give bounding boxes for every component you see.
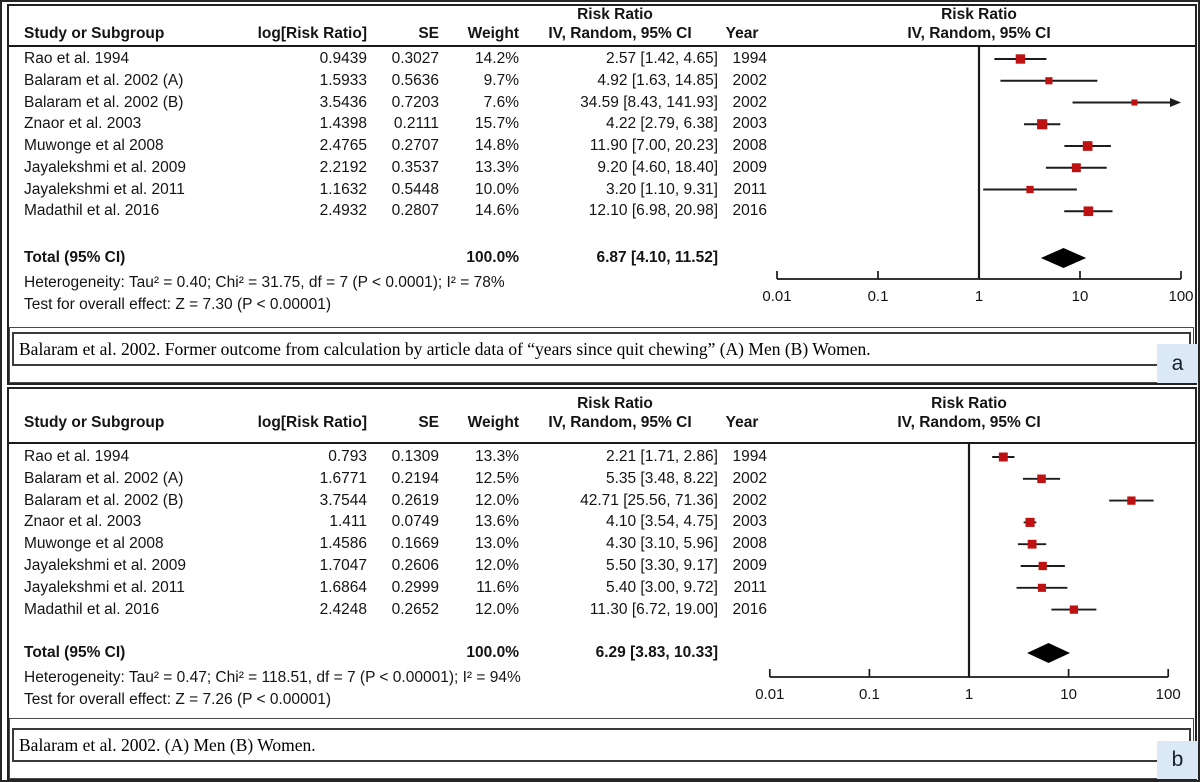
plot-iv-random-ci-header: IV, Random, 95% CI xyxy=(907,25,1051,42)
effect-square xyxy=(1025,517,1035,527)
total-label: Total (95% CI) xyxy=(24,644,126,661)
effect-square xyxy=(1037,119,1048,130)
heterogeneity-text: Heterogeneity: Tau² = 0.40; Chi² = 31.75… xyxy=(24,274,505,291)
effect-square xyxy=(998,452,1008,462)
col-header-year: Year xyxy=(725,414,759,431)
plot-risk-ratio-header: Risk Ratio xyxy=(941,6,1017,23)
effect-square xyxy=(1037,583,1046,592)
heterogeneity-text: Heterogeneity: Tau² = 0.47; Chi² = 118.5… xyxy=(24,669,521,686)
total-label: Total (95% CI) xyxy=(24,249,126,266)
total-weight: 100.0% xyxy=(466,249,519,266)
panel-b-border xyxy=(7,387,1197,780)
overall-effect-text: Test for overall effect: Z = 7.26 (P < 0… xyxy=(24,691,332,708)
header-rule xyxy=(9,442,1195,444)
effect-square xyxy=(1015,54,1026,64)
col-header-year: Year xyxy=(725,25,759,42)
effect-square xyxy=(1127,496,1136,505)
effect-square xyxy=(1045,77,1053,85)
col-header-weight: Weight xyxy=(467,25,519,42)
effect-square xyxy=(1083,206,1094,217)
header-rule xyxy=(9,45,1195,47)
effect-square xyxy=(1027,539,1037,549)
effect-square xyxy=(1037,474,1046,484)
effect-square xyxy=(1038,561,1047,571)
total-weight: 100.0% xyxy=(466,644,519,661)
plot-iv-random-ci-header: IV, Random, 95% CI xyxy=(897,414,1041,431)
col-header-log-risk-ratio: log[Risk Ratio] xyxy=(257,25,367,42)
plot-risk-ratio-header: Risk Ratio xyxy=(931,395,1007,412)
effect-square xyxy=(1069,605,1079,614)
total-ci: 6.87 [4.10, 11.52] xyxy=(596,249,718,266)
caption-text-a: Balaram et al. 2002. Former outcome from… xyxy=(19,338,871,359)
panel-label-badge-a: a xyxy=(1157,344,1198,383)
col-header-study: Study or Subgroup xyxy=(24,414,165,431)
effect-square xyxy=(1026,185,1034,194)
caption-box-a: Balaram et al. 2002. Former outcome from… xyxy=(12,332,1191,366)
col-header-iv-random-ci: IV, Random, 95% CI xyxy=(548,25,692,42)
summary-diamond xyxy=(1027,643,1071,663)
col-header-weight: Weight xyxy=(467,414,519,431)
ci-column-risk-ratio-header: Risk Ratio xyxy=(577,6,653,23)
ci-arrow xyxy=(1170,98,1181,107)
col-header-se: SE xyxy=(418,25,439,42)
panel-label-badge-b: b xyxy=(1157,741,1198,779)
caption-text-b: Balaram et al. 2002. (A) Men (B) Women. xyxy=(19,734,316,755)
caption-box-b: Balaram et al. 2002. (A) Men (B) Women. xyxy=(12,728,1191,762)
panel-a-border xyxy=(7,4,1197,385)
total-ci: 6.29 [3.83, 10.33] xyxy=(595,644,718,661)
overall-effect-text: Test for overall effect: Z = 7.30 (P < 0… xyxy=(24,296,332,313)
ci-column-risk-ratio-header: Risk Ratio xyxy=(577,395,653,412)
col-header-se: SE xyxy=(418,414,439,431)
summary-diamond xyxy=(1040,248,1087,268)
col-header-iv-random-ci: IV, Random, 95% CI xyxy=(548,414,692,431)
effect-square xyxy=(1131,99,1138,106)
effect-square xyxy=(1082,141,1093,151)
effect-square xyxy=(1071,163,1081,173)
col-header-log-risk-ratio: log[Risk Ratio] xyxy=(257,414,367,431)
col-header-study: Study or Subgroup xyxy=(24,25,165,42)
